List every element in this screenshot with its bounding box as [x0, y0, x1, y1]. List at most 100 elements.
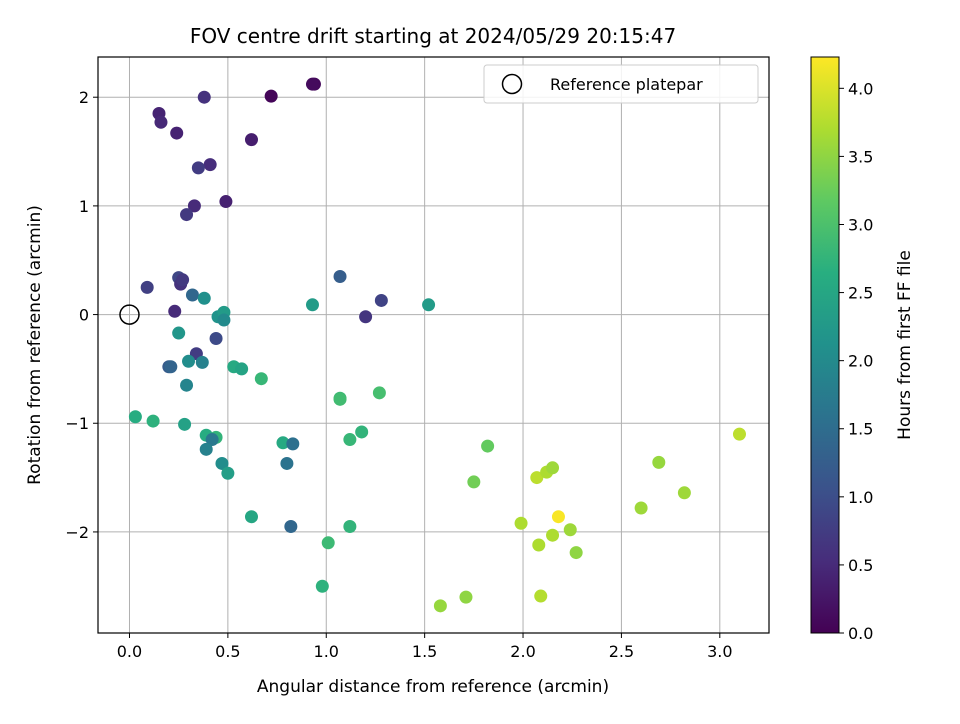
- x-tick-label: 2.5: [609, 642, 634, 661]
- data-point: [634, 501, 648, 515]
- data-point: [532, 538, 546, 552]
- data-point: [180, 208, 194, 222]
- data-point: [321, 536, 335, 550]
- data-point: [244, 133, 258, 147]
- reference-point: [119, 304, 140, 325]
- colorbar-ticks: 0.0 0.5 1.0 1.5 2.0 2.5 3.0 3.5 4.0: [839, 79, 873, 643]
- data-point: [359, 310, 373, 324]
- x-tick-label: 2.0: [510, 642, 535, 661]
- data-point: [343, 433, 357, 447]
- data-point: [191, 161, 205, 175]
- data-point: [569, 546, 583, 560]
- data-point: [732, 427, 746, 441]
- x-axis-label: Angular distance from reference (arcmin): [257, 677, 609, 697]
- x-tick-label: 1.5: [412, 642, 437, 661]
- data-point: [467, 475, 481, 489]
- colorbar-tick-label: 3.5: [848, 147, 873, 166]
- data-point: [219, 195, 233, 209]
- data-point: [276, 436, 290, 450]
- x-tick-label: 0.0: [117, 642, 142, 661]
- data-point: [205, 433, 219, 447]
- colorbar-tick-label: 0.5: [848, 556, 873, 575]
- data-point: [374, 293, 388, 307]
- y-axis-label: Rotation from reference (arcmin): [25, 205, 45, 485]
- plot-area-frame: [97, 56, 770, 634]
- x-axis-ticks: 0.0 0.5 1.0 1.5 2.0 2.5 3.0: [117, 633, 733, 661]
- data-point: [286, 437, 300, 451]
- legend-box: [483, 64, 759, 104]
- grid-lines: [98, 57, 769, 633]
- colorbar-gradient: [810, 56, 840, 634]
- data-point: [333, 392, 347, 406]
- data-point: [172, 326, 186, 340]
- colorbar-label: Hours from first FF file: [895, 250, 915, 440]
- data-point: [254, 372, 268, 386]
- y-tick-label: −1: [65, 414, 89, 433]
- data-point: [197, 90, 211, 104]
- colorbar-tick-label: 4.0: [848, 79, 873, 98]
- data-point: [481, 439, 495, 453]
- reference-marker-icon: [501, 73, 523, 95]
- data-point: [422, 298, 436, 312]
- data-point: [514, 516, 528, 530]
- data-point: [315, 579, 329, 593]
- legend: Reference platepar: [483, 64, 759, 104]
- data-point: [203, 158, 217, 172]
- y-tick-label: 1: [79, 197, 89, 216]
- y-tick-label: 2: [79, 88, 89, 107]
- y-axis-ticks: 2 1 0 −1 −2: [65, 88, 98, 542]
- data-point: [168, 304, 182, 318]
- data-point: [199, 442, 213, 456]
- data-point: [530, 471, 544, 485]
- data-point: [217, 313, 231, 327]
- data-point: [433, 599, 447, 613]
- data-point: [563, 523, 577, 537]
- data-point: [355, 425, 369, 439]
- data-point: [215, 456, 229, 470]
- colorbar-tick-label: 2.0: [848, 352, 873, 371]
- data-point: [185, 288, 199, 302]
- data-point: [187, 199, 201, 213]
- data-point: [128, 410, 142, 424]
- data-point: [551, 510, 565, 524]
- data-point: [546, 528, 560, 542]
- colorbar-tick-label: 0.0: [848, 624, 873, 643]
- data-point: [305, 77, 319, 91]
- data-point: [244, 510, 258, 524]
- data-point: [140, 280, 154, 294]
- data-point: [164, 360, 178, 374]
- data-point: [284, 519, 298, 533]
- data-point: [180, 378, 194, 392]
- data-point: [459, 590, 473, 604]
- chart-title: FOV centre drift starting at 2024/05/29 …: [190, 24, 676, 48]
- data-point: [146, 414, 160, 428]
- data-point: [264, 89, 278, 103]
- data-point: [534, 589, 548, 603]
- colorbar-tick-label: 1.5: [848, 420, 873, 439]
- data-point: [178, 417, 192, 431]
- data-point: [652, 455, 666, 469]
- y-tick-label: 0: [79, 306, 89, 325]
- data-point: [305, 298, 319, 312]
- data-points: [119, 77, 746, 613]
- x-tick-label: 0.5: [215, 642, 240, 661]
- data-point: [197, 291, 211, 305]
- data-point: [221, 466, 235, 480]
- data-point: [176, 273, 190, 287]
- legend-label: Reference platepar: [550, 75, 703, 94]
- data-point: [170, 126, 184, 140]
- colorbar-tick-label: 2.5: [848, 284, 873, 303]
- data-point: [280, 456, 294, 470]
- data-point: [182, 354, 196, 368]
- colorbar-tick-label: 1.0: [848, 488, 873, 507]
- x-tick-label: 3.0: [707, 642, 732, 661]
- data-point: [677, 486, 691, 500]
- colorbar: 0.0 0.5 1.0 1.5 2.0 2.5 3.0 3.5 4.0 Hours from f…: [810, 56, 915, 643]
- data-point: [235, 362, 249, 376]
- data-point: [209, 331, 223, 345]
- data-point: [372, 386, 386, 400]
- colorbar-tick-label: 3.0: [848, 215, 873, 234]
- data-point: [546, 461, 560, 475]
- data-point: [343, 519, 357, 533]
